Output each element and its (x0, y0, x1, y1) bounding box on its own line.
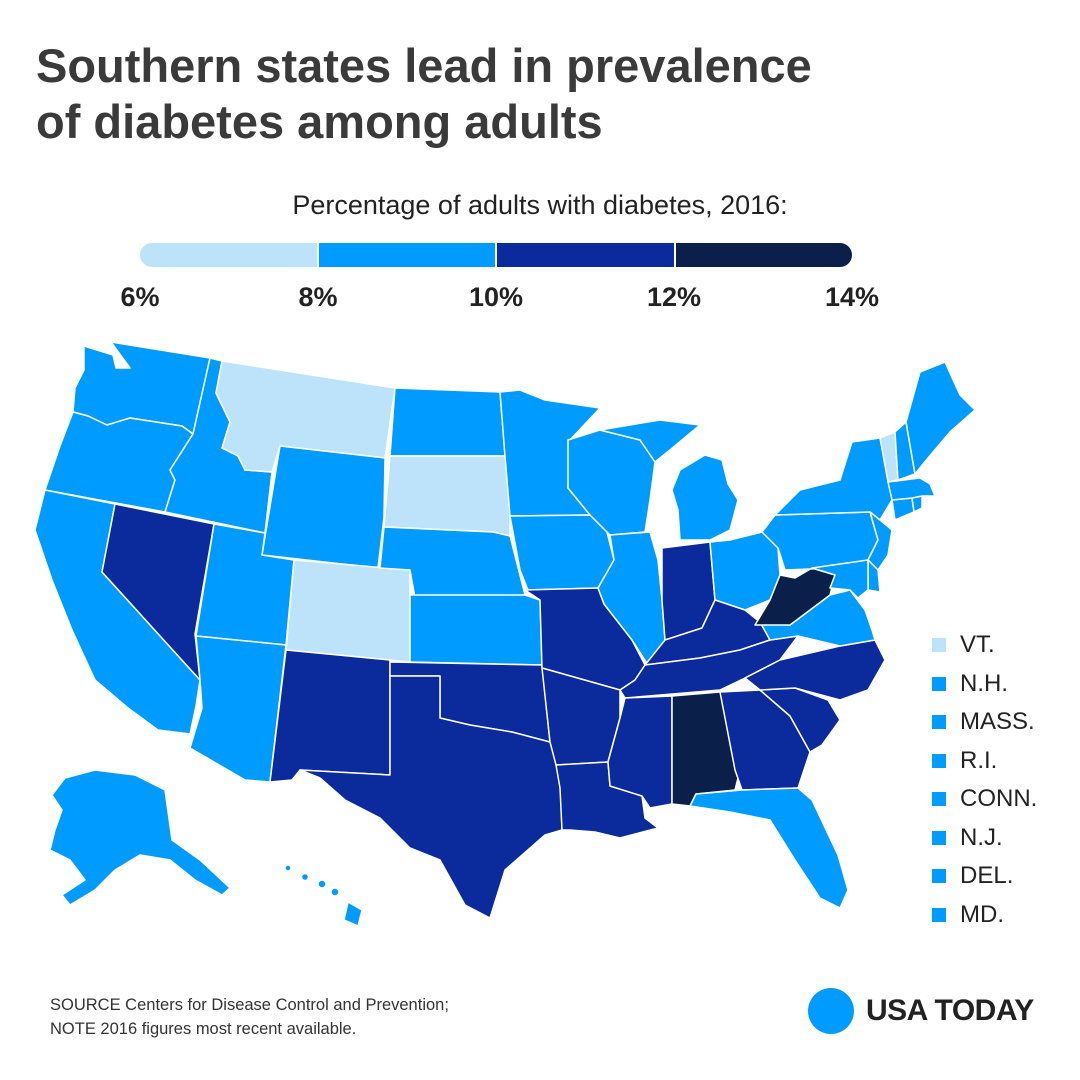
scale-segment-1 (316, 243, 495, 267)
state-co (285, 559, 411, 663)
state-ia (509, 514, 615, 591)
usa-today-logo: USA TODAY (808, 988, 1034, 1034)
scale-segment-2 (495, 243, 674, 267)
small-state-item: VT. (932, 626, 1037, 665)
state-sd (383, 455, 511, 537)
small-state-label: CONN. (960, 785, 1038, 813)
us-choropleth-map (34, 341, 976, 927)
state-tx (299, 675, 563, 919)
state-md (811, 559, 869, 599)
scale-segment-0 (140, 243, 317, 267)
state-ks (409, 594, 543, 666)
small-state-swatch (932, 792, 946, 807)
small-state-item: N.J. (932, 819, 1037, 858)
small-state-label: N.H. (960, 669, 1008, 697)
small-state-item: DEL. (932, 857, 1037, 896)
state-me (905, 361, 976, 475)
state-ma (887, 477, 936, 501)
state-nj (867, 511, 893, 571)
state-ny (774, 437, 893, 521)
small-state-swatch (932, 753, 946, 768)
title-line-2: of diabetes among adults (36, 95, 603, 148)
small-state-label: N.J. (960, 823, 1003, 851)
state-nc (744, 639, 886, 701)
small-state-label: R.I. (960, 746, 998, 774)
source-line-2: NOTE 2016 figures most recent available. (50, 1020, 357, 1038)
state-ct (891, 497, 915, 521)
small-state-item: MASS. (932, 703, 1037, 742)
small-state-item: N.H. (932, 665, 1037, 704)
color-scale-bar (140, 243, 852, 267)
scale-segment-3 (673, 243, 852, 267)
small-state-label: MASS. (960, 708, 1035, 736)
small-state-swatch (932, 715, 946, 730)
source-line-1: SOURCE Centers for Disease Control and P… (50, 996, 449, 1014)
scale-tick-label: 8% (298, 282, 338, 312)
source-note: SOURCE Centers for Disease Control and P… (50, 993, 449, 1041)
small-state-label: VT. (960, 631, 995, 659)
scale-tick-label: 6% (120, 282, 160, 312)
small-state-swatch (932, 907, 946, 922)
small-states-legend: VT. N.H. MASS. R.I. CONN. N.J. DEL. MD. (932, 626, 1037, 934)
small-state-item: R.I. (932, 742, 1037, 781)
chart-title: Southern states lead in prevalence of di… (36, 38, 936, 150)
small-state-item: CONN. (932, 780, 1037, 819)
state-nd (389, 387, 506, 457)
state-nm (269, 649, 391, 783)
small-state-swatch (932, 676, 946, 691)
legend-title: Percentage of adults with diabetes, 2016… (292, 190, 788, 220)
state-oh (709, 531, 781, 611)
scale-tick-label: 12% (646, 282, 702, 312)
state-wy (261, 445, 386, 569)
small-state-swatch (932, 830, 946, 845)
state-az (189, 635, 287, 783)
state-mi (599, 419, 739, 541)
small-state-label: MD. (960, 900, 1004, 928)
state-fl (689, 787, 849, 909)
small-state-swatch (932, 638, 946, 653)
small-state-item: MD. (932, 896, 1037, 935)
small-state-swatch (932, 869, 946, 884)
scale-tick-label: 10% (468, 282, 524, 312)
state-mt (215, 360, 396, 473)
state-hi (284, 864, 363, 927)
small-state-label: DEL. (960, 862, 1014, 890)
title-line-1: Southern states lead in prevalence (36, 39, 812, 92)
brand-name: USA TODAY (866, 994, 1034, 1027)
scale-tick-label: 14% (824, 282, 880, 312)
state-ak (49, 769, 231, 906)
usa-today-dot-icon (808, 988, 854, 1034)
